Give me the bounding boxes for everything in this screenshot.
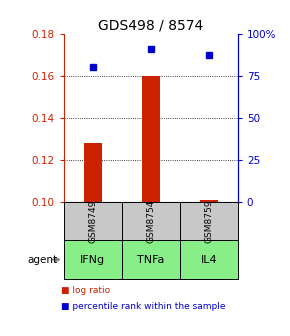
Bar xyxy=(180,240,238,279)
Text: ■ percentile rank within the sample: ■ percentile rank within the sample xyxy=(61,302,225,311)
Text: GSM8754: GSM8754 xyxy=(146,199,155,243)
Bar xyxy=(64,240,122,279)
Text: TNFa: TNFa xyxy=(137,255,164,264)
Bar xyxy=(180,202,238,240)
Bar xyxy=(200,200,218,202)
Bar xyxy=(84,143,102,202)
Text: IL4: IL4 xyxy=(200,255,217,264)
Text: agent: agent xyxy=(28,255,58,264)
Text: ■ log ratio: ■ log ratio xyxy=(61,286,110,295)
Bar xyxy=(142,76,160,202)
Bar xyxy=(64,202,122,240)
Bar xyxy=(122,240,180,279)
Title: GDS498 / 8574: GDS498 / 8574 xyxy=(98,18,203,33)
Text: GSM8749: GSM8749 xyxy=(88,199,97,243)
Bar xyxy=(122,202,180,240)
Text: GSM8759: GSM8759 xyxy=(204,199,213,243)
Text: IFNg: IFNg xyxy=(80,255,105,264)
